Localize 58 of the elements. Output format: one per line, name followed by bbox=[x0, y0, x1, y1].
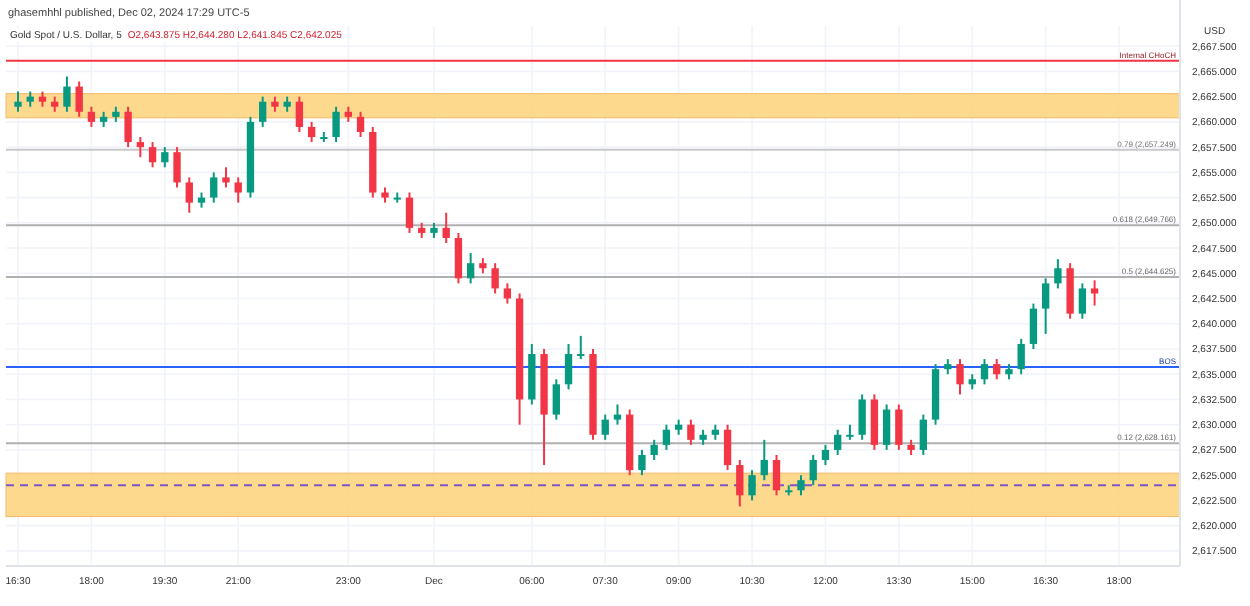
candlestick bbox=[1041, 277, 1050, 335]
candlestick bbox=[772, 453, 781, 497]
candlestick bbox=[748, 469, 756, 502]
candlestick bbox=[491, 262, 499, 295]
candlestick bbox=[601, 413, 609, 441]
candlestick bbox=[148, 141, 157, 169]
candlestick bbox=[564, 342, 573, 391]
candlestick bbox=[442, 211, 450, 245]
candlestick bbox=[14, 90, 22, 113]
candlestick bbox=[87, 105, 96, 128]
candlestick bbox=[1029, 302, 1038, 350]
candlestick bbox=[75, 80, 83, 118]
candlestick bbox=[613, 403, 622, 426]
candlestick bbox=[173, 146, 181, 189]
candlestick bbox=[528, 342, 536, 406]
candlestick bbox=[895, 403, 903, 451]
candlestick bbox=[662, 423, 671, 451]
candlestick bbox=[919, 413, 927, 456]
candlestick bbox=[650, 438, 658, 462]
candlestick bbox=[760, 438, 768, 482]
candlestick bbox=[980, 358, 989, 386]
candlestick bbox=[295, 95, 304, 133]
candlestick bbox=[124, 105, 132, 149]
candlestick bbox=[577, 334, 585, 361]
candlestick bbox=[1054, 258, 1062, 290]
candlestick bbox=[797, 474, 805, 497]
candlestick bbox=[466, 252, 475, 285]
candlestick bbox=[858, 393, 866, 441]
candlestick bbox=[882, 403, 891, 451]
candlestick bbox=[723, 423, 732, 472]
candlestick bbox=[307, 120, 316, 144]
candlestick bbox=[956, 358, 964, 396]
candlestick bbox=[552, 378, 560, 421]
candlestick bbox=[1078, 282, 1087, 320]
candlestick bbox=[234, 176, 242, 204]
candlestick bbox=[210, 171, 218, 204]
candlestick bbox=[1066, 262, 1074, 320]
candlestick bbox=[63, 75, 71, 113]
candlestick bbox=[834, 428, 842, 456]
candlestick bbox=[259, 95, 267, 128]
candlestick bbox=[736, 459, 744, 508]
candlestick bbox=[821, 443, 830, 467]
candlestick bbox=[356, 110, 365, 139]
candlestick bbox=[161, 146, 169, 169]
candlestick bbox=[687, 418, 695, 446]
candlestick bbox=[136, 136, 145, 159]
candlestick bbox=[638, 448, 646, 477]
candlestick bbox=[809, 453, 817, 487]
candlestick bbox=[1017, 337, 1025, 376]
candlestick bbox=[1090, 279, 1099, 307]
candlestick bbox=[993, 358, 1001, 381]
candlestick bbox=[870, 393, 879, 451]
candlestick bbox=[222, 166, 230, 189]
candlestick bbox=[454, 231, 463, 285]
candlestick bbox=[332, 105, 340, 144]
candlestick bbox=[405, 191, 414, 234]
candlestick bbox=[503, 282, 512, 305]
candlestick bbox=[185, 176, 193, 214]
